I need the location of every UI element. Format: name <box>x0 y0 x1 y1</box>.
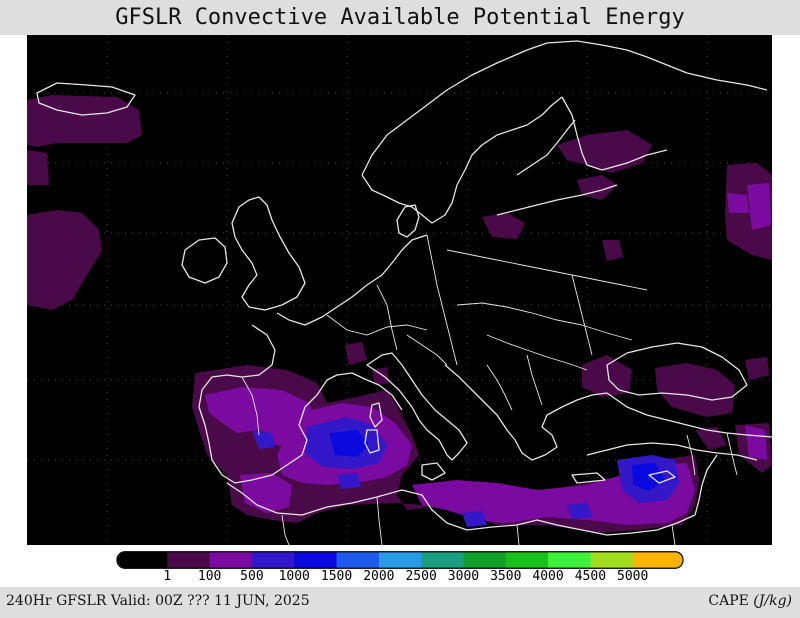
colorbar-right-cap <box>675 552 683 568</box>
colorbar-tick-label: 4500 <box>574 569 607 584</box>
colorbar-segment <box>125 552 168 568</box>
colorbar-tick-label: 4000 <box>532 569 564 584</box>
colorbar-segment <box>548 552 591 568</box>
colorbar-segment <box>378 552 422 568</box>
country-borders <box>241 234 738 545</box>
title-bar <box>0 0 800 35</box>
colorbar-segment <box>294 552 338 568</box>
colorbar-tick-label: 1000 <box>278 569 310 584</box>
colorbar-tick-label: 2000 <box>363 569 395 584</box>
variable-units: CAPE (J/kg) <box>708 593 792 609</box>
colorbar-segment <box>167 552 211 568</box>
map-panel <box>27 35 772 545</box>
colorbar-tick-label: 1 <box>163 569 172 584</box>
colorbar-segment <box>209 552 253 568</box>
colorbar-tick-label: 1500 <box>320 569 353 584</box>
colorbar-tick-label: 5000 <box>617 569 649 584</box>
cape-map <box>27 35 772 545</box>
colorbar-tick-label: 3500 <box>490 569 522 584</box>
colorbar-segment <box>590 552 634 568</box>
colorbar-tick-label: 2500 <box>405 569 437 584</box>
colorbar-tick-label: 3000 <box>447 569 480 584</box>
chart-title: GFSLR Convective Available Potential Ene… <box>115 5 685 30</box>
footer-bar <box>0 587 800 618</box>
colorbar-tick-label: 500 <box>240 569 264 584</box>
colorbar-segment <box>336 552 380 568</box>
colorbar-segment <box>251 552 295 568</box>
valid-time-text: 240Hr GFSLR Valid: 00Z ??? 11 JUN, 2025 <box>6 593 310 609</box>
cape-1500-region <box>329 430 665 491</box>
variable-name: CAPE <box>708 593 749 609</box>
colorbar-segment <box>463 552 507 568</box>
coastlines <box>36 40 772 536</box>
colorbar-tick-label: 100 <box>197 569 222 584</box>
color-scale-bar <box>116 551 684 569</box>
colorbar-left-cap <box>117 552 125 568</box>
colorbar-outline <box>116 551 684 569</box>
colorbar-segment <box>632 552 676 568</box>
variable-unit: (J/kg) <box>753 593 792 609</box>
colorbar-segment <box>421 552 464 568</box>
colorbar-segment <box>505 552 549 568</box>
cape-500-region <box>205 183 771 525</box>
